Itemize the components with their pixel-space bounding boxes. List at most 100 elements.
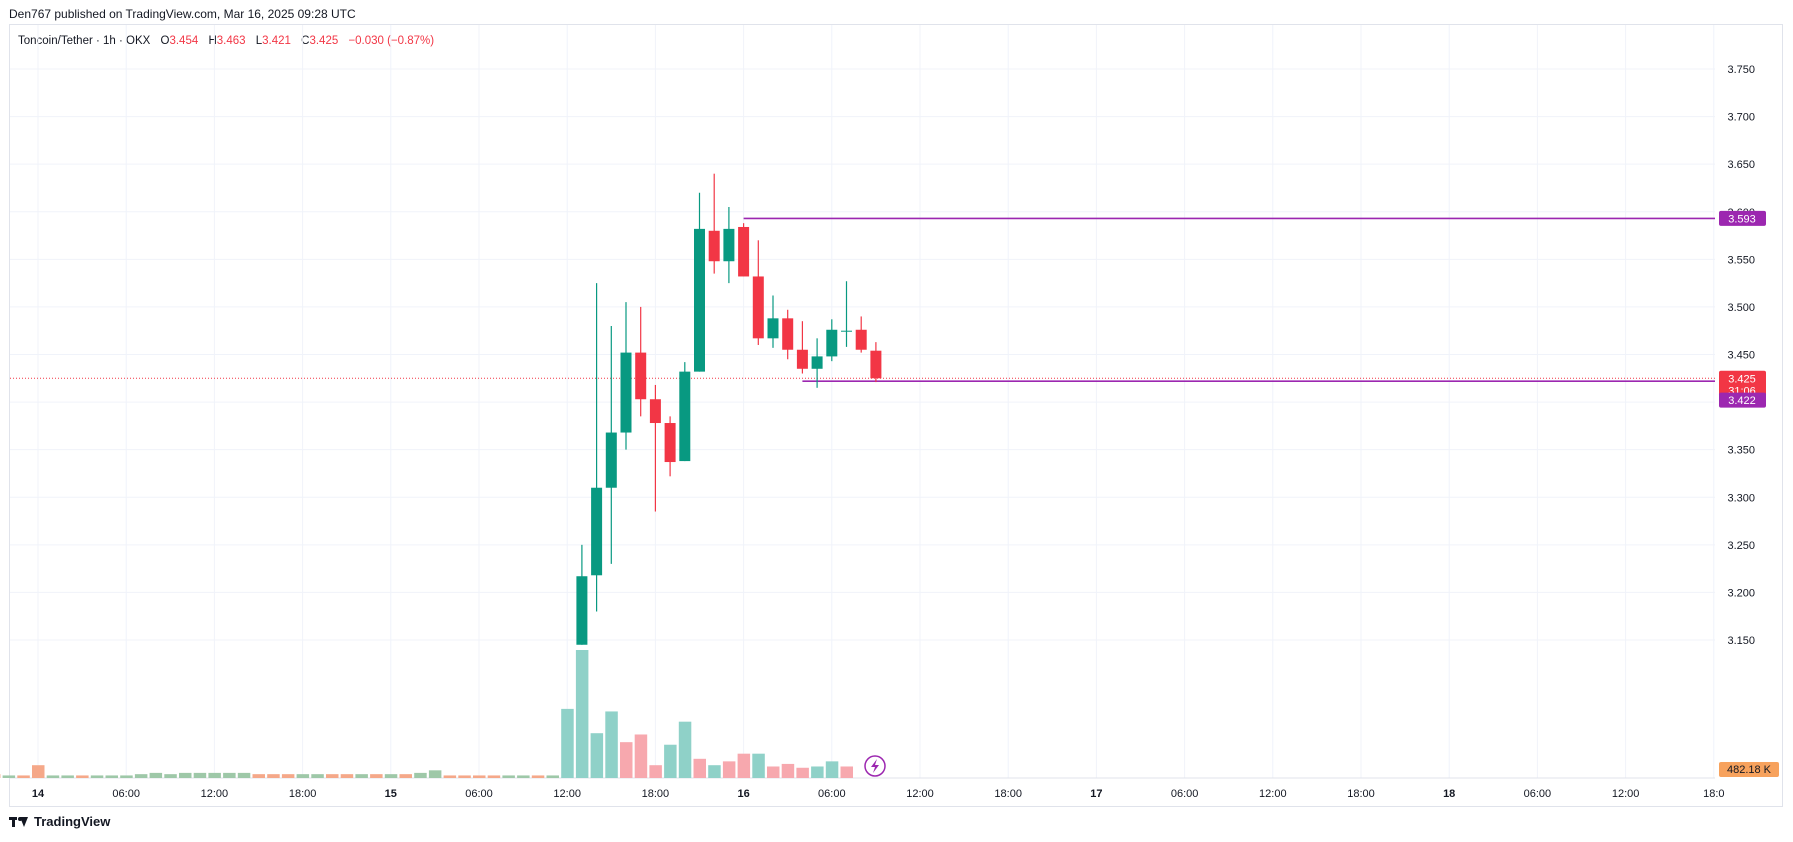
volume-bar (546, 775, 559, 778)
volume-bar (443, 775, 457, 778)
candle-body (752, 276, 764, 339)
y-tick-label: 3.550 (1727, 254, 1755, 266)
volume-bar (722, 761, 736, 778)
volume-bar (796, 767, 809, 778)
volume-bar (252, 774, 265, 778)
y-tick-label: 3.200 (1727, 587, 1755, 599)
volume-bar (208, 772, 221, 778)
x-tick-label: 14 (32, 788, 45, 800)
volume-badge-bg (1719, 762, 1779, 777)
volume-bar (561, 708, 574, 778)
volume-bar (164, 774, 177, 778)
volume-bar (179, 772, 192, 778)
volume-bar (355, 774, 368, 778)
volume-bar (693, 758, 706, 778)
y-tick-label: 3.300 (1727, 492, 1755, 504)
volume-bar (634, 734, 648, 778)
candle-body (635, 352, 647, 400)
footer-brand[interactable]: TradingView (9, 814, 110, 829)
candle-body (767, 318, 779, 339)
last-price-badge: 3.425 (1728, 373, 1756, 385)
volume-bar (664, 744, 677, 778)
last-price-badge-bg (1719, 370, 1766, 397)
x-tick-label: 18:00 (994, 788, 1022, 800)
level-badge-lower: 3.422 (1728, 395, 1756, 407)
volume-bar (737, 753, 751, 778)
volume-bar (120, 775, 133, 778)
level-badge-lower-bg (1719, 392, 1766, 408)
candle-body (811, 356, 823, 369)
volume-bar (649, 765, 662, 778)
candle-body (576, 576, 588, 645)
volume-bar (502, 775, 515, 778)
volume-bar (2, 775, 16, 778)
candle-body (664, 423, 676, 463)
close-value: 3.425 (309, 35, 339, 47)
volume-bar (575, 650, 589, 778)
volume-bar (17, 775, 30, 778)
volume-bar (487, 775, 501, 778)
x-tick-label: 06:00 (465, 788, 493, 800)
candle-body (591, 487, 603, 576)
candle-body (826, 329, 838, 357)
x-tick-label: 12:00 (906, 788, 934, 800)
volume-bar (46, 775, 60, 778)
x-tick-label: 15 (385, 788, 397, 800)
low-label: L (255, 35, 263, 47)
x-tick-label: 12:00 (553, 788, 581, 800)
symbol-title[interactable]: Toncoin/Tether · 1h · OKX (18, 35, 151, 47)
high-value: 3.463 (216, 35, 246, 47)
candle-body (605, 432, 617, 488)
volume-bar (781, 763, 795, 778)
candle-body (796, 349, 808, 369)
volume-bar (399, 774, 412, 778)
candle-body (870, 350, 882, 379)
volume-bar (605, 711, 618, 778)
level-badge-upper-bg (1719, 210, 1766, 226)
volume-bar (678, 721, 692, 778)
volume-bar (61, 775, 74, 778)
x-tick-label: 17 (1090, 788, 1102, 800)
volume-bar (193, 772, 207, 778)
high-label: H (208, 35, 217, 47)
volume-bar (531, 775, 545, 778)
volume-bar (752, 753, 765, 778)
volume-bar (105, 775, 118, 778)
level-badge-upper: 3.593 (1728, 213, 1756, 225)
x-tick-label: 12:00 (1259, 788, 1287, 800)
volume-bar (370, 774, 383, 778)
chart-frame (9, 24, 1783, 807)
candle-body (738, 226, 750, 277)
volume-bar (458, 775, 471, 778)
x-tick-label: 18:00 (289, 788, 317, 800)
volume-bar (134, 774, 148, 778)
y-tick-label: 3.650 (1727, 159, 1755, 171)
volume-bar (414, 772, 427, 778)
x-tick-label: 18:00 (642, 788, 670, 800)
open-label: O (160, 35, 170, 47)
volume-bar (340, 774, 354, 778)
volume-bar (840, 766, 853, 778)
volume-bar (517, 775, 530, 778)
x-tick-label: 18:00 (1347, 788, 1375, 800)
publisher-line: Den767 published on TradingView.com, Mar… (9, 7, 356, 21)
y-tick-label: 3.450 (1727, 350, 1755, 362)
candle-body (782, 318, 794, 350)
volume-bar (473, 775, 486, 778)
volume-bar (237, 772, 251, 778)
y-tick-label: 3.500 (1727, 302, 1755, 314)
volume-bar (223, 772, 236, 778)
candle-body (841, 330, 852, 332)
close-label: C (301, 35, 310, 47)
y-tick-label: 3.150 (1727, 635, 1755, 647)
candle-body (708, 230, 720, 262)
y-tick-label: 3.700 (1727, 112, 1755, 124)
volume-bar (267, 774, 280, 778)
volume-bar (620, 742, 633, 778)
volume-bar (708, 765, 721, 778)
volume-bar (326, 774, 339, 778)
volume-bar (384, 774, 398, 778)
volume-bar (76, 775, 89, 778)
x-tick-label: 06:00 (112, 788, 140, 800)
